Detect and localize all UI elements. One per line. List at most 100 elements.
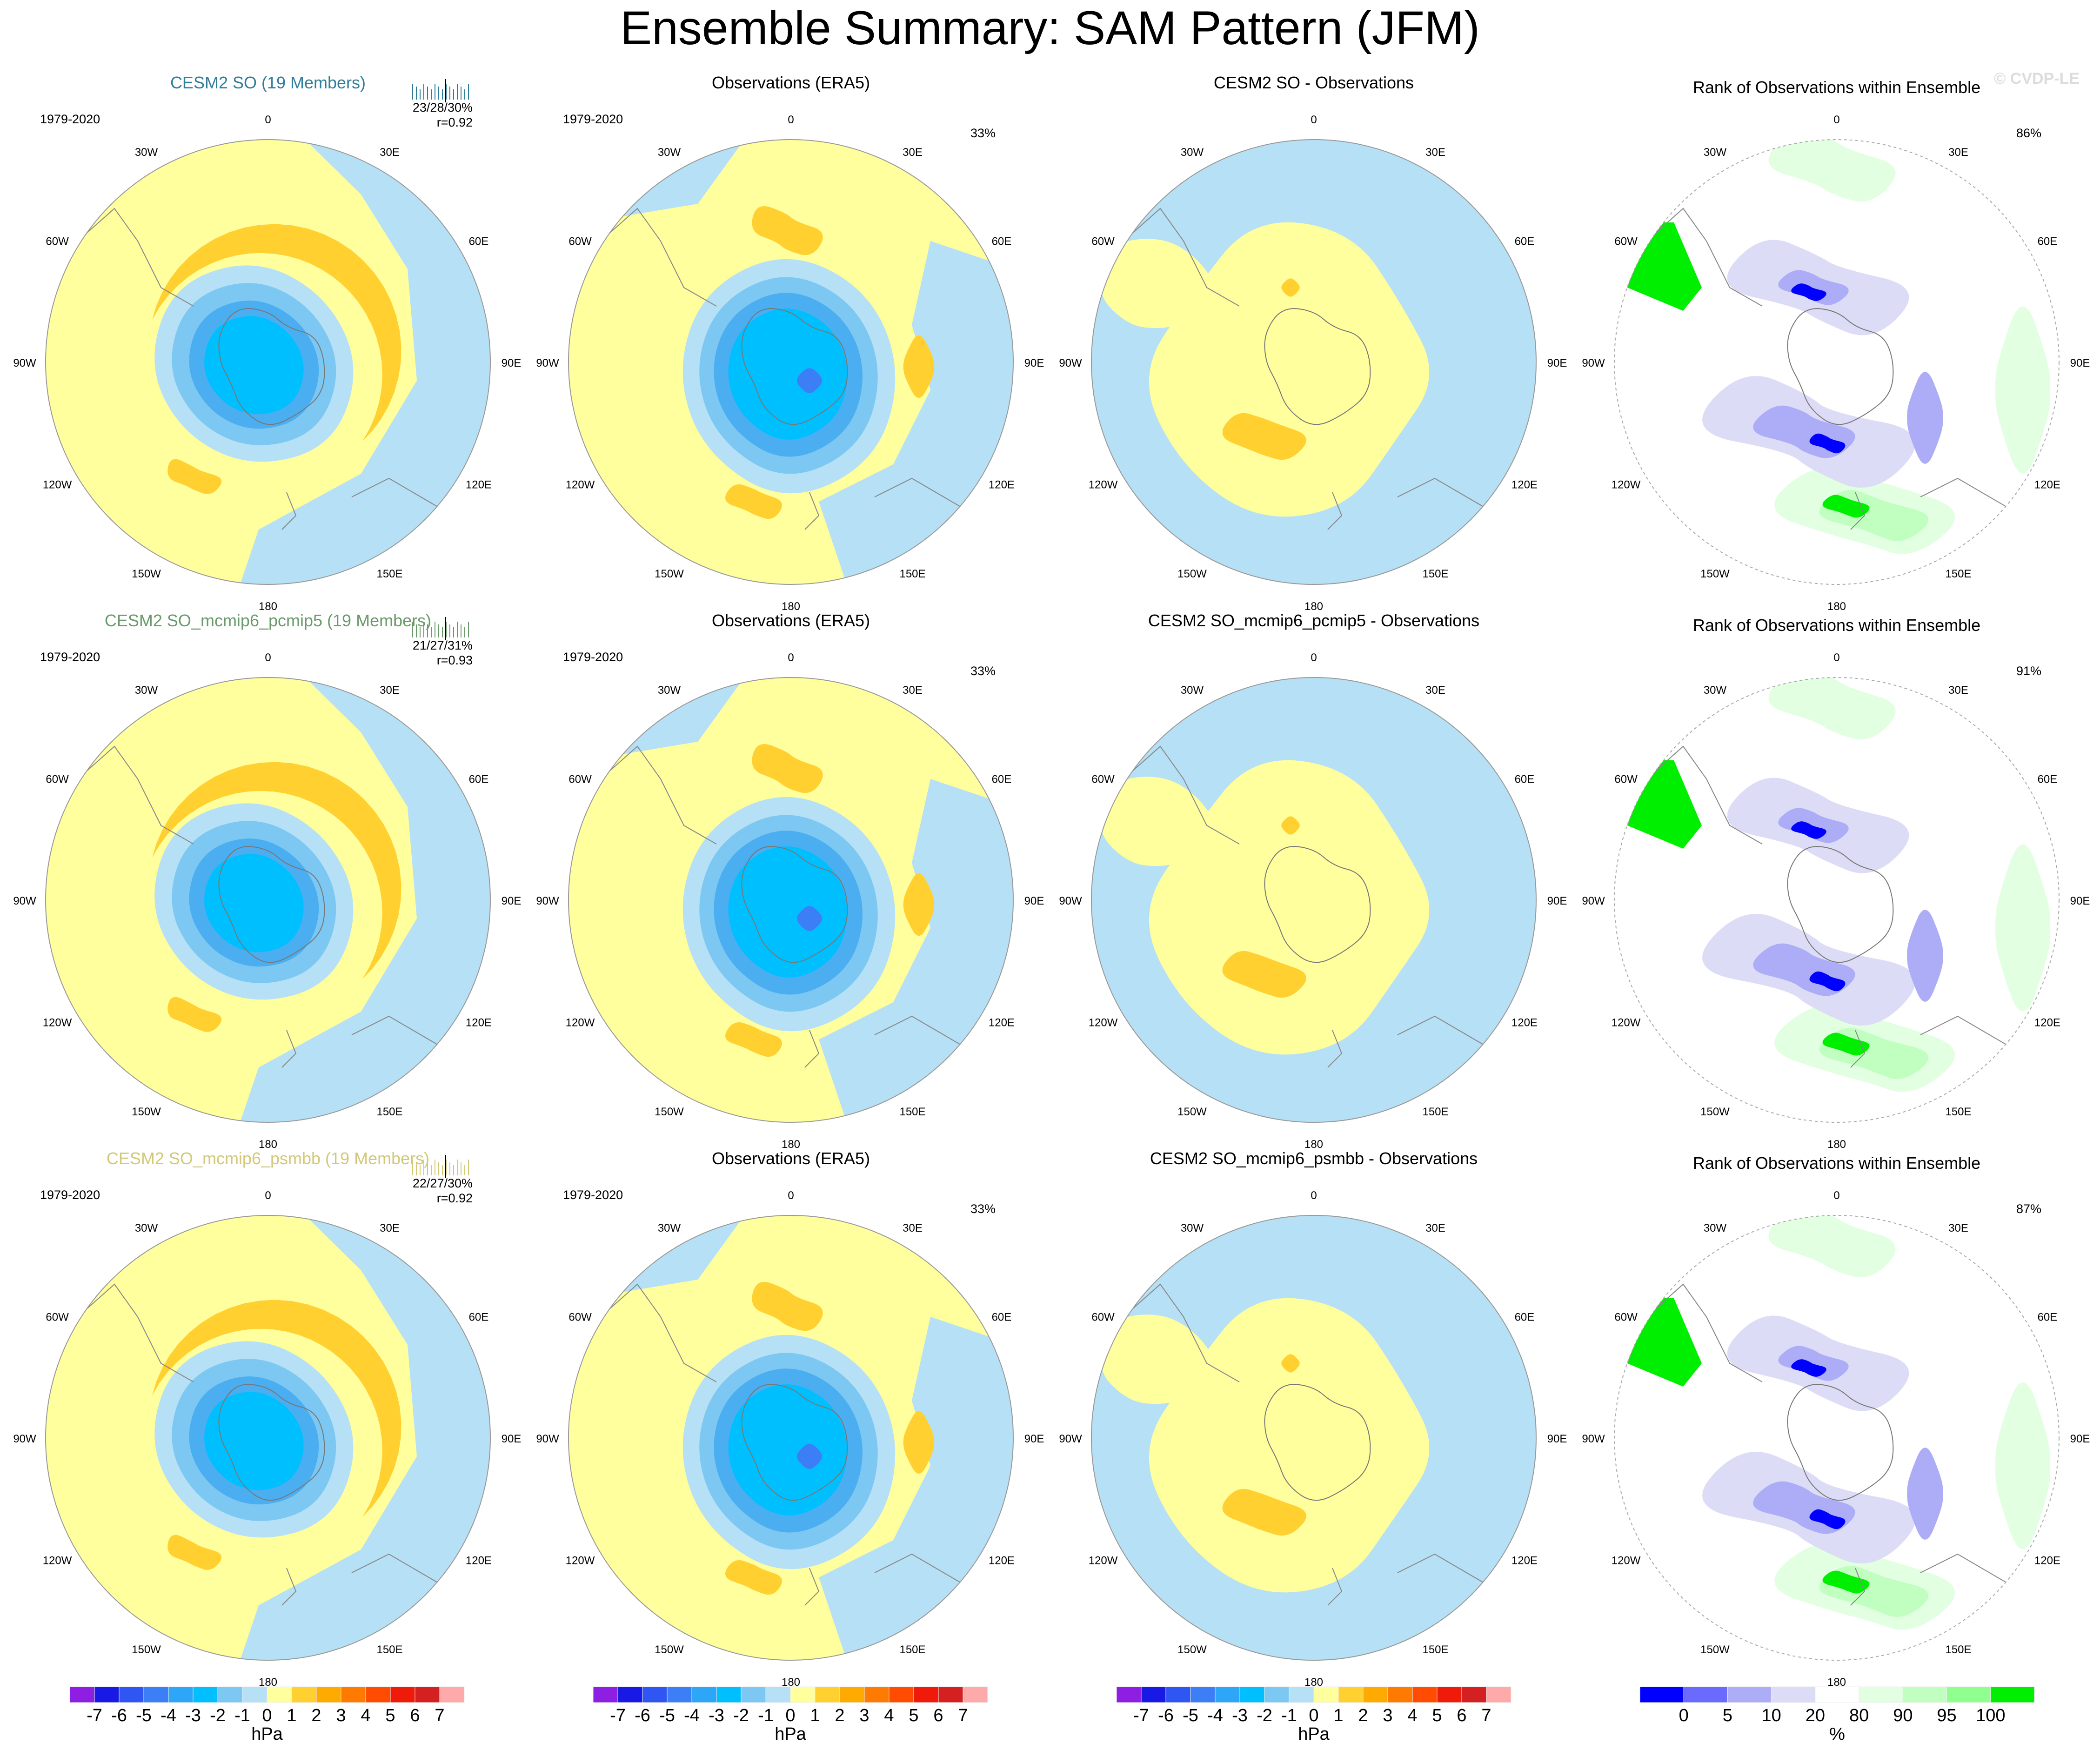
colorbar-tick-label: -6 <box>111 1706 127 1725</box>
colorbar-box <box>94 1686 120 1703</box>
low-min <box>797 1444 822 1469</box>
colorbar-tick-label: 5 <box>385 1706 395 1725</box>
negative-region-east <box>240 140 490 584</box>
rank-0-north <box>1791 283 1826 301</box>
lon-label: 120W <box>566 1555 595 1567</box>
colorbar-box <box>242 1686 268 1703</box>
lon-label: 60W <box>1091 773 1115 786</box>
lon-label: 150E <box>1422 568 1448 580</box>
positive-patch-south <box>167 459 222 494</box>
colorbar-box <box>1683 1686 1728 1703</box>
colorbar-box <box>716 1686 742 1703</box>
colorbar-tick-label: 3 <box>859 1706 869 1725</box>
member-tick <box>457 622 458 637</box>
lon-label: 120W <box>1089 1017 1118 1029</box>
lon-label: 120W <box>566 479 595 491</box>
obs-panel-title: Observations (ERA5) <box>712 611 870 630</box>
lon-label: 180 <box>1827 600 1846 613</box>
positive-spot <box>1281 278 1300 297</box>
lon-label: 150W <box>1700 568 1730 580</box>
lon-label: 0 <box>1311 114 1317 126</box>
lon-label: 60E <box>469 773 489 786</box>
new-zealand-coastline <box>281 1568 297 1606</box>
lon-label: 60E <box>2038 1311 2058 1324</box>
lon-label: 180 <box>1827 1138 1846 1151</box>
period-label: 1979-2020 <box>563 1188 623 1202</box>
lon-label: 120E <box>989 1017 1015 1029</box>
rank-panel-title: Rank of Observations within Ensemble <box>1693 616 1980 635</box>
ens-stats: 23/28/30% <box>413 101 473 114</box>
colorbar-tick-label: -2 <box>733 1706 749 1725</box>
lon-label: 120W <box>566 1017 595 1029</box>
lon-label: 150E <box>899 1106 925 1118</box>
new-zealand-coastline <box>804 1568 820 1606</box>
colorbar-tick-label: -6 <box>635 1706 650 1725</box>
colorbar-tick-label: -5 <box>659 1706 675 1725</box>
member-tick <box>431 627 432 637</box>
positive-patch-1 <box>752 1281 823 1331</box>
lon-label: 90E <box>1547 357 1567 369</box>
member-tick <box>427 87 428 100</box>
colorbar-tick-label: -2 <box>210 1706 226 1725</box>
antarctica-coastline <box>218 308 325 425</box>
lon-label: 180 <box>259 600 277 613</box>
colorbar-box <box>741 1686 766 1703</box>
lon-label: 0 <box>265 114 271 126</box>
colorbar-tick-label: -5 <box>1183 1706 1198 1725</box>
lon-label: 30E <box>903 146 923 159</box>
colorbar-tick-label: -6 <box>1158 1706 1174 1725</box>
south-america-coastline <box>72 1283 194 1382</box>
colorbar-tick-label: 2 <box>311 1706 321 1725</box>
period-label: 1979-2020 <box>563 112 623 126</box>
rank-10-20-east <box>1907 372 1943 464</box>
lon-label: 90W <box>536 895 559 907</box>
rank-80-90-east <box>1995 306 2051 474</box>
map-border <box>45 1215 491 1661</box>
member-tick <box>468 84 469 100</box>
low-core <box>728 308 848 440</box>
negative-region-east <box>240 677 490 1122</box>
diff-panel-title: CESM2 SO_mcmip6_psmbb - Observations <box>1150 1149 1478 1168</box>
colorbar-box <box>1815 1686 1859 1703</box>
lon-label: 90E <box>1024 895 1044 907</box>
lon-label: 30W <box>1704 684 1727 697</box>
lon-label: 150E <box>376 568 402 580</box>
map-border <box>568 677 1014 1123</box>
positive-spot <box>1281 816 1300 835</box>
colorbar-tick-label: 1 <box>287 1706 296 1725</box>
positive-patch-1 <box>752 206 823 255</box>
obs-panel-title: Observations (ERA5) <box>712 73 870 92</box>
south-america-coastline <box>1118 745 1240 845</box>
colorbar-box <box>193 1686 218 1703</box>
colorbar-tick-label: 20 <box>1806 1706 1825 1725</box>
rank-80-90-north <box>1768 677 1896 740</box>
member-tick <box>416 624 417 637</box>
lon-label: 30W <box>135 1222 158 1234</box>
colorbar-tick-label: 0 <box>1309 1706 1318 1725</box>
colorbar-tick-label: 95 <box>1937 1706 1956 1725</box>
colorbar-tick-label: -1 <box>1281 1706 1297 1725</box>
watermark: © CVDP-LE <box>1994 70 2080 87</box>
negative-region-east <box>819 241 1013 584</box>
lon-label: 90E <box>502 895 522 907</box>
lon-label: 0 <box>1311 1189 1317 1202</box>
lon-label: 90W <box>1582 1433 1605 1445</box>
colorbar-box <box>839 1686 865 1703</box>
member-tick <box>438 87 439 100</box>
member-tick <box>464 1165 465 1175</box>
south-america-coastline <box>595 1283 717 1382</box>
colorbar-tick-label: 2 <box>1358 1706 1368 1725</box>
diff-panel-title: CESM2 SO - Observations <box>1214 73 1414 92</box>
lon-label: 150W <box>132 1643 161 1656</box>
colorbar-box <box>913 1686 939 1703</box>
colorbar-tick-label: 1 <box>1333 1706 1343 1725</box>
lon-label: 60E <box>2038 773 2058 786</box>
rank-0-south <box>1809 971 1846 992</box>
lon-label: 90W <box>536 357 559 369</box>
south-america-coastline <box>72 745 194 845</box>
map-border <box>45 677 491 1123</box>
member-tick <box>412 622 413 637</box>
positive-patch-south <box>167 997 222 1032</box>
map-border <box>1091 1215 1537 1661</box>
colorbar-box <box>1313 1686 1339 1703</box>
